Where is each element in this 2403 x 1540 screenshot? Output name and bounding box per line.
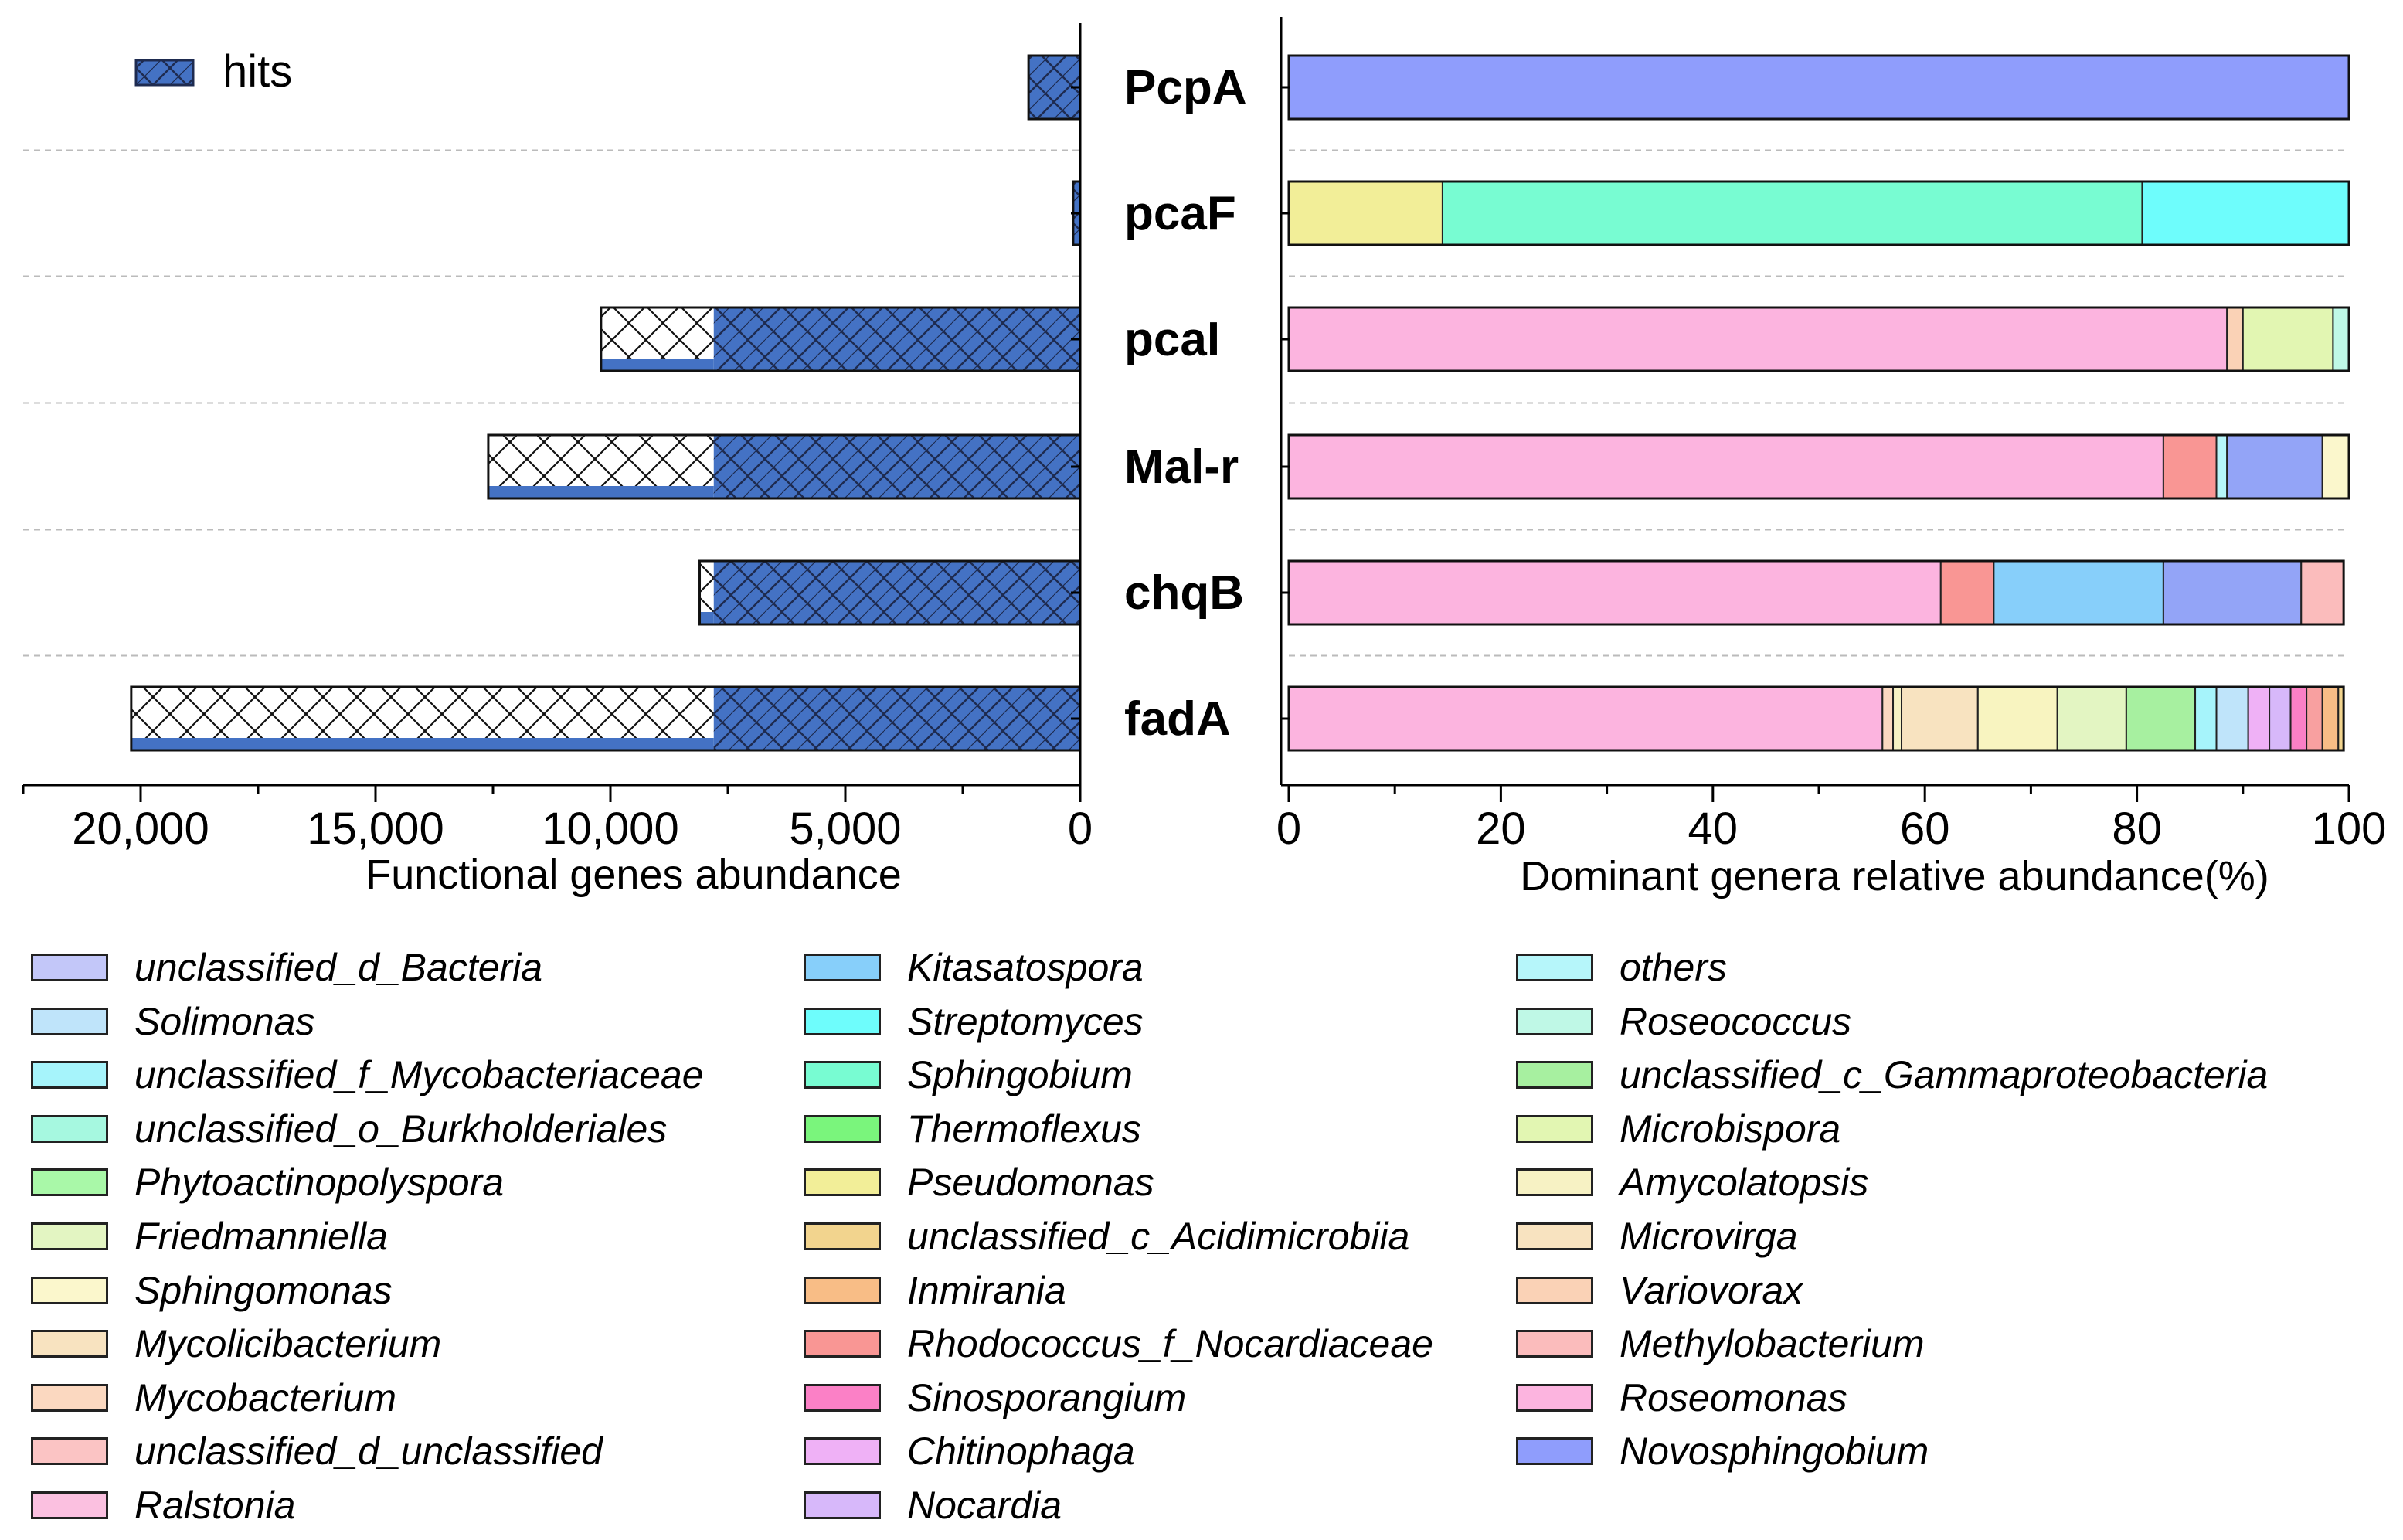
segment-sphingomonas <box>2321 434 2350 499</box>
right-panel-stacked-bars <box>1287 54 2350 752</box>
left-panel-separators <box>23 149 1080 657</box>
category-labels: PcpA pcaF pcaI Mal-r chqB fadA <box>1124 61 1246 746</box>
category-label-chqB: chqB <box>1124 566 1244 620</box>
segment-roseococcus <box>2332 307 2350 372</box>
stacked-bar-Mal-r <box>1287 433 2350 500</box>
segment-variovorax <box>2226 307 2244 372</box>
right-x-tick-label: 20 <box>1476 804 1526 854</box>
segment-solimonas <box>2215 686 2249 751</box>
segment-mycolicibacterium <box>1901 686 1979 751</box>
left-x-tick-label: 0 <box>1068 804 1093 854</box>
hits-bar-chqB <box>698 559 1082 626</box>
segment-rhodococcus-f-nocardiaceae <box>1939 560 1995 625</box>
left-x-tick-label: 15,000 <box>307 804 444 854</box>
right-x-tick-label: 0 <box>1276 804 1301 854</box>
segment-roseomonas <box>1288 560 1942 625</box>
segment-others <box>2215 434 2228 499</box>
stacked-bar-fadA <box>1287 685 2345 752</box>
segment-nocardia <box>2269 686 2292 751</box>
segment-roseomonas <box>1288 307 2228 372</box>
left-panel-bars <box>130 54 1082 752</box>
segment-methylobacterium <box>2300 560 2345 625</box>
left-x-tick-label: 10,000 <box>542 804 678 854</box>
segment-pseudomonas <box>1288 181 1443 246</box>
segment-microvirga <box>1976 686 2058 751</box>
segment-roseomonas <box>1288 434 2164 499</box>
category-label-PcpA: PcpA <box>1124 61 1246 114</box>
segment-mycobacterium <box>1881 686 1895 751</box>
segment-streptomyces <box>2141 181 2350 246</box>
segment-chitinophaga <box>2247 686 2271 751</box>
left-x-axis: 20,000 15,000 10,000 5,000 0 <box>22 23 1093 854</box>
hits-legend-swatch-hatch <box>136 60 193 85</box>
segment-rhodococcus-f-nocardiaceae <box>2162 434 2218 499</box>
segment-unclassified-c-gammaproteobacteria <box>2125 686 2197 751</box>
category-label-pcaF: pcaF <box>1124 187 1236 240</box>
category-label-Mal-r: Mal-r <box>1124 440 1239 494</box>
hits-legend-label: hits <box>223 46 292 97</box>
stacked-bar-pcaI <box>1287 306 2350 372</box>
segment-sinosporangium <box>2289 686 2308 751</box>
segment-roseomonas <box>1288 686 1884 751</box>
left-x-tick-label: 20,000 <box>72 804 209 854</box>
segment-amycolatopsis <box>1892 686 1903 751</box>
right-x-axis: 0 20 40 60 80 100 <box>1276 17 2387 854</box>
right-x-tick-label: 60 <box>1900 804 1950 854</box>
hits-legend: hits <box>134 46 292 97</box>
left-x-axis-title: Functional genes abundance <box>365 852 902 898</box>
stacked-bar-chqB <box>1287 559 2345 626</box>
hits-bar-pcaI <box>600 306 1082 372</box>
segment-friedmanniella <box>2056 686 2127 751</box>
segment-inmirania <box>2321 686 2340 751</box>
right-x-tick-label: 40 <box>1688 804 1739 854</box>
hits-bar-Mal-r <box>487 433 1082 500</box>
category-label-fadA: fadA <box>1124 692 1231 746</box>
segment-microbispora <box>2242 307 2334 372</box>
segment-novosphingobium-2- <box>2162 560 2303 625</box>
right-x-axis-title: Dominant genera relative abundance(%) <box>1520 853 2269 899</box>
segment-sphingobium <box>1441 181 2143 246</box>
segment-kitasatospora <box>1993 560 2164 625</box>
category-label-pcaI: pcaI <box>1124 313 1220 366</box>
left-x-tick-label: 5,000 <box>789 804 901 854</box>
stacked-bar-pcaF <box>1287 180 2350 246</box>
right-x-tick-label: 80 <box>2112 804 2162 854</box>
hits-bar-fadA <box>130 685 1082 752</box>
stacked-bar-PcpA <box>1287 54 2350 121</box>
right-x-tick-label: 100 <box>2312 804 2387 854</box>
segment-unclassified-f-mycobacteriaceae <box>2194 686 2218 751</box>
segment-novosphingobium <box>1288 55 2350 120</box>
right-panel-separators <box>1289 149 2349 657</box>
segment-novosphingobium-2- <box>2226 434 2323 499</box>
segment-rhodococcus-2- <box>2306 686 2323 751</box>
